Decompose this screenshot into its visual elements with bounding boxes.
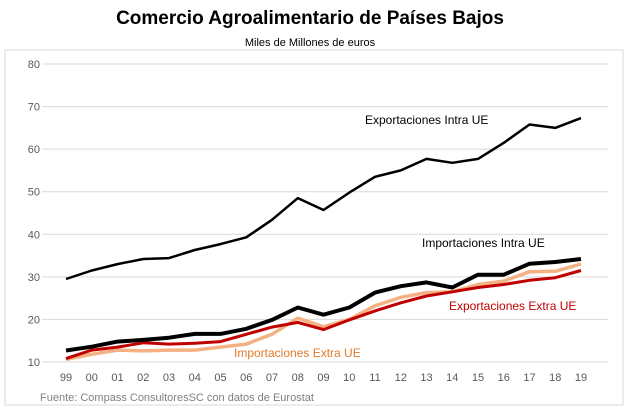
y-tick-label: 30 <box>28 272 40 284</box>
y-tick-label: 70 <box>28 102 40 114</box>
x-tick-label: 18 <box>549 372 561 384</box>
x-tick-label: 14 <box>446 372 458 384</box>
chart-source: Fuente: Compass ConsultoresSC con datos … <box>40 392 314 404</box>
label-exportaciones-intra: Exportaciones Intra UE <box>365 113 488 127</box>
x-tick-label: 10 <box>343 372 355 384</box>
x-tick-label: 17 <box>523 372 535 384</box>
chart-subtitle: Miles de Millones de euros <box>245 37 376 49</box>
x-tick-label: 08 <box>292 372 304 384</box>
x-tick-label: 02 <box>137 372 149 384</box>
x-tick-label: 01 <box>111 372 123 384</box>
y-tick-label: 50 <box>28 187 40 199</box>
x-tick-label: 12 <box>395 372 407 384</box>
x-tick-label: 09 <box>317 372 329 384</box>
y-tick-label: 20 <box>28 314 40 326</box>
y-tick-label: 10 <box>28 357 40 369</box>
chart-title: Comercio Agroalimentario de Países Bajos <box>116 8 504 29</box>
x-tick-label: 04 <box>189 372 201 384</box>
label-exportaciones-extra: Exportaciones Extra UE <box>449 299 576 313</box>
x-tick-label: 15 <box>472 372 484 384</box>
y-tick-label: 40 <box>28 229 40 241</box>
label-importaciones-intra: Importaciones Intra UE <box>422 236 545 250</box>
x-tick-label: 07 <box>266 372 278 384</box>
series-line-0 <box>66 118 581 279</box>
x-tick-label: 13 <box>420 372 432 384</box>
x-tick-label: 19 <box>575 372 587 384</box>
x-tick-label: 16 <box>498 372 510 384</box>
x-tick-label: 99 <box>60 372 72 384</box>
y-tick-label: 60 <box>28 144 40 156</box>
y-tick-label: 80 <box>28 59 40 71</box>
x-tick-label: 05 <box>214 372 226 384</box>
x-tick-label: 06 <box>240 372 252 384</box>
x-tick-label: 03 <box>163 372 175 384</box>
x-tick-label: 11 <box>369 372 380 384</box>
x-tick-label: 00 <box>86 372 98 384</box>
label-importaciones-extra: Importaciones Extra UE <box>234 346 361 360</box>
